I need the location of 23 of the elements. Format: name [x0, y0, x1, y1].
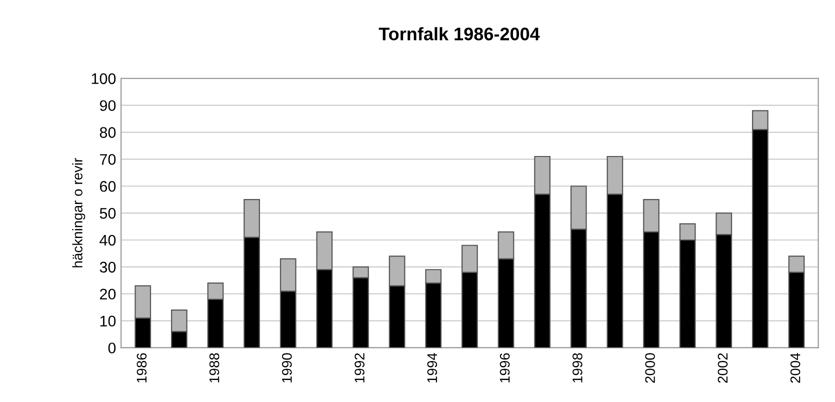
x-tick-label: 1990: [282, 353, 292, 382]
y-tick-label: 30: [100, 262, 116, 273]
y-tick-label: 70: [100, 154, 116, 165]
x-tick-label: 2000: [645, 353, 655, 383]
y-axis-title: häckningar o revir: [72, 158, 86, 268]
x-tick-label: 1992: [354, 353, 364, 382]
x-tick-label: 1988: [209, 353, 220, 382]
y-tick-label: 10: [100, 316, 116, 326]
y-tick-label: 100: [92, 73, 116, 84]
x-tick-label: 2004: [790, 352, 800, 383]
y-tick-label: 0: [108, 342, 116, 354]
y-tick-label: 40: [100, 234, 116, 246]
x-tick-label: 1994: [427, 352, 438, 382]
y-tick-label: 20: [100, 288, 116, 300]
x-tick-label: 1986: [136, 353, 147, 382]
y-tick-label: 90: [100, 100, 116, 112]
x-tick-label: 2002: [718, 353, 728, 383]
y-tick-label: 80: [100, 127, 116, 138]
chart-title: Tornfalk 1986-2004: [378, 27, 540, 40]
y-tick-label: 50: [100, 208, 116, 219]
x-tick-label: 1998: [572, 353, 582, 382]
x-tick-label: 1996: [500, 353, 510, 382]
y-tick-label: 60: [100, 180, 116, 192]
